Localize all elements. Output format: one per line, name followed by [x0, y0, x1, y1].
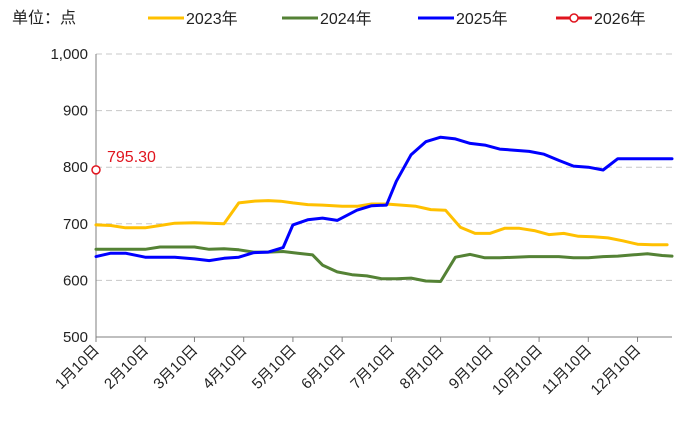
- series-group: 795.30: [91, 135, 674, 283]
- x-tick-label: 5月10日: [249, 342, 300, 393]
- series-line-2023年: [94, 199, 669, 247]
- x-tick-label: 3月10日: [150, 342, 201, 393]
- y-tick-label: 800: [63, 159, 88, 176]
- axes: [95, 54, 672, 338]
- data-label: 795.30: [107, 149, 156, 166]
- series-line-2024年: [94, 245, 674, 283]
- y-tick-label: 1,000: [50, 46, 88, 63]
- x-tick-label: 1月10日: [52, 342, 103, 393]
- legend-label: 2023年: [186, 10, 238, 28]
- legend-label: 2024年: [320, 10, 372, 28]
- x-tick-label: 4月10日: [200, 342, 251, 393]
- x-tick-label: 9月10日: [446, 342, 497, 393]
- legend: 2023年 2024年 2025年 2026年: [148, 10, 646, 28]
- y-axis-ticks: 500 600 700 800 900 1,000: [50, 46, 88, 346]
- x-tick-label: 2月10日: [101, 342, 152, 393]
- x-tick-label: 10月10日: [489, 342, 546, 399]
- x-tick-label: 7月10日: [347, 342, 398, 393]
- x-tick-label: 12月10日: [588, 342, 645, 399]
- unit-label: 单位：点: [12, 9, 76, 27]
- x-tick-label: 6月10日: [298, 342, 349, 393]
- x-tick-label: 11月10日: [539, 342, 595, 398]
- series-point-2026年: [91, 165, 101, 175]
- y-tick-label: 600: [63, 272, 88, 289]
- legend-label: 2025年: [456, 10, 508, 28]
- y-tick-label: 700: [63, 216, 88, 233]
- legend-marker: [569, 13, 579, 23]
- y-tick-label: 900: [63, 103, 88, 120]
- series-line-2025年: [94, 135, 674, 263]
- x-axis-ticks: 1月10日2月10日3月10日4月10日5月10日6月10日7月10日8月10日…: [52, 337, 644, 399]
- legend-label: 2026年: [594, 10, 646, 28]
- y-tick-label: 500: [63, 329, 88, 346]
- x-tick-label: 8月10日: [397, 342, 448, 393]
